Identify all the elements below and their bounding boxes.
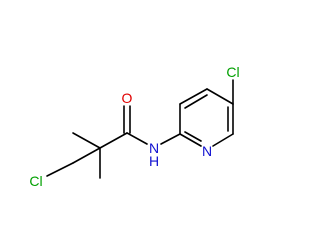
bond [126, 132, 148, 145]
bond [160, 133, 181, 145]
atom-label: H [149, 153, 159, 169]
bonds [46, 79, 234, 179]
atom-labels: Cl O N H N Cl [29, 64, 239, 189]
bond [72, 147, 101, 164]
bond [99, 132, 128, 149]
bond [179, 88, 208, 105]
atom-label: N [149, 140, 159, 156]
bond [212, 133, 234, 147]
bond [179, 133, 202, 147]
bond [72, 132, 101, 149]
bond [184, 131, 202, 142]
atom-label: N [202, 143, 212, 159]
atom-label: Cl [29, 173, 42, 189]
bond [46, 162, 74, 177]
atom-label: Cl [226, 64, 239, 80]
atom-label: O [122, 90, 133, 106]
bond [184, 94, 208, 109]
bond [206, 88, 234, 105]
molecule-diagram: Cl O N H N Cl [29, 64, 239, 189]
